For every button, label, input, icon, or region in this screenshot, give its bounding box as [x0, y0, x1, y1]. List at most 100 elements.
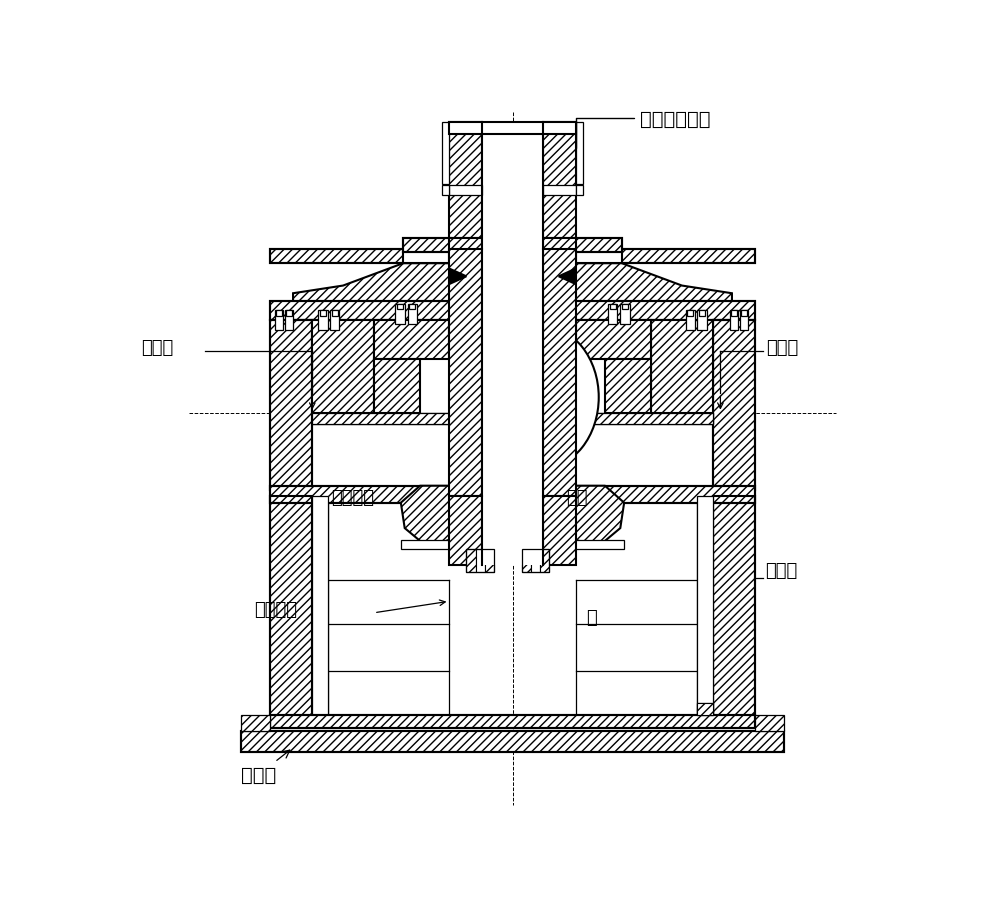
- Bar: [697, 703, 713, 715]
- Bar: [522, 549, 531, 572]
- Bar: [442, 186, 449, 196]
- Bar: [522, 549, 549, 572]
- Bar: [270, 715, 755, 729]
- Bar: [270, 302, 755, 321]
- Bar: [740, 311, 748, 331]
- Bar: [318, 311, 328, 331]
- Bar: [540, 549, 549, 572]
- Text: 底座: 底座: [566, 489, 588, 507]
- Text: 中心轴座: 中心轴座: [332, 489, 375, 507]
- Bar: [241, 731, 784, 752]
- Bar: [543, 496, 576, 566]
- Bar: [374, 359, 420, 413]
- Bar: [576, 413, 713, 425]
- Bar: [543, 239, 576, 264]
- Bar: [622, 304, 628, 310]
- Bar: [576, 186, 583, 196]
- Polygon shape: [401, 486, 449, 548]
- Polygon shape: [449, 270, 466, 284]
- Bar: [543, 251, 576, 496]
- Bar: [466, 549, 494, 572]
- Bar: [651, 321, 713, 413]
- Bar: [576, 321, 651, 359]
- Polygon shape: [576, 486, 624, 548]
- Bar: [395, 304, 405, 324]
- Text: 脖: 脖: [586, 608, 596, 626]
- Bar: [312, 413, 449, 425]
- Bar: [449, 496, 482, 566]
- Bar: [270, 715, 755, 729]
- Bar: [276, 311, 282, 316]
- Bar: [312, 413, 449, 425]
- Bar: [731, 311, 737, 316]
- Bar: [576, 123, 583, 185]
- Bar: [270, 496, 312, 717]
- Text: 与钒杆连接盘: 与钒杆连接盘: [576, 109, 710, 148]
- Bar: [312, 321, 374, 413]
- Bar: [403, 239, 451, 252]
- Bar: [270, 302, 755, 321]
- Bar: [741, 311, 747, 316]
- Bar: [713, 496, 755, 717]
- Text: 圆柱销: 圆柱销: [767, 339, 799, 357]
- Bar: [713, 496, 755, 717]
- Bar: [286, 311, 292, 316]
- Bar: [241, 731, 784, 752]
- Bar: [270, 251, 755, 264]
- Bar: [476, 549, 485, 572]
- Bar: [574, 540, 624, 549]
- Bar: [409, 304, 415, 310]
- Bar: [285, 311, 293, 331]
- Ellipse shape: [485, 327, 599, 469]
- Bar: [686, 311, 695, 331]
- Bar: [697, 496, 713, 715]
- Bar: [401, 540, 451, 549]
- Bar: [408, 304, 417, 324]
- Polygon shape: [293, 264, 449, 324]
- Bar: [622, 251, 755, 264]
- Bar: [482, 123, 543, 251]
- Bar: [608, 304, 617, 324]
- Bar: [605, 359, 651, 413]
- Bar: [332, 311, 338, 316]
- Bar: [699, 311, 705, 316]
- Bar: [270, 321, 312, 490]
- Bar: [275, 311, 283, 331]
- Bar: [543, 186, 576, 196]
- Bar: [449, 239, 482, 264]
- Bar: [620, 304, 630, 324]
- Text: 圆柱销: 圆柱销: [141, 339, 174, 357]
- Bar: [320, 311, 326, 316]
- Bar: [270, 486, 755, 503]
- Bar: [687, 311, 693, 316]
- Bar: [449, 123, 576, 135]
- Bar: [270, 486, 755, 503]
- Bar: [312, 496, 328, 715]
- Bar: [374, 321, 449, 359]
- Bar: [713, 321, 755, 490]
- Bar: [730, 311, 738, 331]
- Bar: [482, 251, 543, 496]
- Bar: [755, 715, 784, 731]
- Bar: [713, 321, 755, 490]
- Text: 钑板筒: 钑板筒: [765, 562, 797, 579]
- Bar: [270, 321, 312, 490]
- Bar: [531, 549, 540, 572]
- Bar: [576, 413, 713, 425]
- Bar: [449, 251, 482, 496]
- Text: 柔性装置: 柔性装置: [255, 600, 298, 619]
- Bar: [466, 549, 476, 572]
- Bar: [442, 123, 449, 185]
- Bar: [610, 304, 616, 310]
- Bar: [485, 549, 494, 572]
- Bar: [270, 251, 403, 264]
- Bar: [241, 715, 270, 731]
- Polygon shape: [576, 264, 732, 324]
- Bar: [697, 703, 713, 715]
- Bar: [449, 123, 482, 251]
- Bar: [403, 239, 622, 252]
- Bar: [543, 123, 576, 251]
- Polygon shape: [559, 270, 576, 284]
- Bar: [397, 304, 403, 310]
- Bar: [574, 239, 622, 252]
